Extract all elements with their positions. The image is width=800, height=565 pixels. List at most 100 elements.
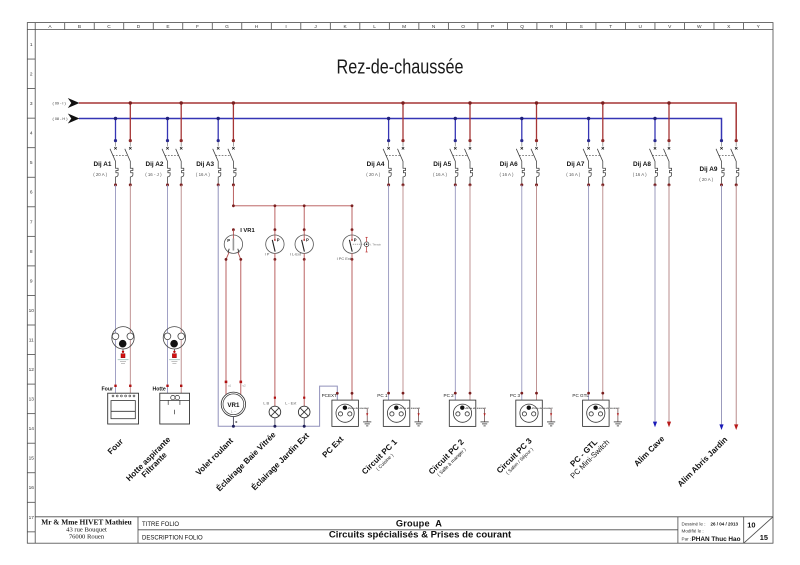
- svg-text:Dij A3: Dij A3: [196, 161, 214, 168]
- svg-text:( 16 A ): ( 16 A ): [500, 172, 514, 177]
- svg-text:Dij A1: Dij A1: [94, 161, 112, 168]
- svg-text:P: P: [306, 238, 309, 243]
- svg-text:( 09 - I ): ( 09 - I ): [53, 102, 67, 106]
- svg-text:10: 10: [747, 521, 755, 530]
- svg-text:1: 1: [30, 42, 33, 48]
- svg-text:I PC Ext: I PC Ext: [337, 256, 352, 261]
- svg-text:P: P: [354, 238, 357, 243]
- svg-text:t. Témoin: t. Témoin: [370, 243, 381, 247]
- svg-text:L B: L B: [263, 401, 269, 406]
- svg-text:Prise de courant: Prise de courant: [466, 406, 487, 410]
- svg-text:Dessiné le :: Dessiné le :: [682, 522, 706, 527]
- svg-text:Groupe A: Groupe A: [396, 518, 442, 528]
- svg-text:P: P: [491, 24, 494, 30]
- svg-text:u1: u1: [228, 383, 231, 387]
- svg-text:( 16 A ): ( 16 A ): [196, 172, 210, 177]
- svg-text:( 20 A ): ( 20 A ): [699, 177, 713, 182]
- svg-text:12: 12: [29, 367, 35, 373]
- svg-text:Dij A9: Dij A9: [700, 166, 718, 173]
- svg-text:( 08 - H ): ( 08 - H ): [53, 117, 69, 121]
- svg-text:Prise de courant: Prise de courant: [400, 406, 421, 410]
- svg-text:I L-Ext: I L-Ext: [290, 252, 302, 257]
- svg-text:T: T: [609, 24, 612, 30]
- svg-text:( 20 A ): ( 20 A ): [366, 172, 380, 177]
- svg-text:O: O: [461, 24, 465, 30]
- svg-text:F: F: [196, 24, 199, 30]
- svg-text:D: D: [137, 24, 141, 30]
- svg-text:3: 3: [30, 101, 33, 107]
- svg-text:DESCRIPTION FOLIO: DESCRIPTION FOLIO: [142, 536, 203, 542]
- svg-text:5: 5: [30, 160, 33, 166]
- svg-text:Hotte: Hotte: [153, 386, 166, 392]
- svg-text:L: L: [373, 24, 376, 30]
- svg-text:6: 6: [30, 190, 33, 196]
- svg-text:PC 1: PC 1: [377, 393, 388, 398]
- svg-text:M: M: [402, 24, 406, 30]
- svg-text:Dij A2: Dij A2: [146, 161, 164, 168]
- svg-text:I P: I P: [265, 252, 270, 257]
- svg-text:26 / 04 / 2013: 26 / 04 / 2013: [710, 522, 738, 527]
- svg-text:H: H: [255, 24, 259, 30]
- svg-text:PCEXT: PCEXT: [322, 393, 338, 398]
- svg-text:4: 4: [30, 131, 33, 137]
- svg-text:43 rue Bouquet: 43 rue Bouquet: [66, 527, 107, 534]
- svg-text:PC 2: PC 2: [444, 393, 455, 398]
- svg-text:J: J: [314, 24, 317, 30]
- svg-text:Modifié le :: Modifié le :: [682, 529, 704, 534]
- svg-text:15: 15: [760, 533, 768, 542]
- svg-text:Par :: Par :: [682, 537, 692, 542]
- svg-text:Rez-de-chaussée: Rez-de-chaussée: [337, 57, 464, 79]
- svg-text:Dij A4: Dij A4: [367, 161, 385, 168]
- svg-text:PC GTL: PC GTL: [572, 393, 589, 398]
- svg-text:( 16 A ): ( 16 A ): [633, 172, 647, 177]
- svg-text:E: E: [166, 24, 169, 30]
- svg-text:76000 Rouen: 76000 Rouen: [69, 534, 105, 541]
- svg-text:P: P: [277, 238, 280, 243]
- svg-text:VR1: VR1: [227, 402, 240, 409]
- svg-text:P: P: [227, 238, 230, 243]
- svg-text:R: R: [550, 24, 554, 30]
- svg-text:V: V: [668, 24, 672, 30]
- svg-text:2: 2: [30, 72, 33, 78]
- svg-text:Prise de courant: Prise de courant: [348, 406, 369, 410]
- svg-text:Dij A7: Dij A7: [567, 161, 585, 168]
- svg-text:X: X: [727, 24, 731, 30]
- svg-text:Dij A5: Dij A5: [433, 161, 451, 168]
- svg-text:I VR1: I VR1: [240, 228, 255, 234]
- svg-text:( 16 - J ): ( 16 - J ): [145, 172, 162, 177]
- svg-text:W: W: [697, 24, 702, 30]
- svg-text:9: 9: [30, 278, 33, 284]
- svg-text:PHAN Thuc Hao: PHAN Thuc Hao: [692, 536, 741, 543]
- svg-text:L - Ext: L - Ext: [285, 401, 297, 406]
- svg-text:15: 15: [29, 456, 35, 462]
- svg-text:10: 10: [29, 308, 35, 314]
- svg-text:A: A: [48, 24, 52, 30]
- svg-text:8: 8: [30, 249, 33, 255]
- svg-text:7: 7: [30, 219, 33, 225]
- svg-text:N: N: [432, 24, 436, 30]
- svg-text:1 ~: 1 ~: [231, 409, 237, 414]
- svg-text:Dij A6: Dij A6: [500, 161, 518, 168]
- svg-text:( 16 A ): ( 16 A ): [433, 172, 447, 177]
- svg-text:C: C: [107, 24, 111, 30]
- svg-text:14: 14: [29, 426, 35, 432]
- svg-text:17: 17: [29, 515, 35, 521]
- svg-text:Q: Q: [520, 24, 524, 30]
- svg-text:B: B: [78, 24, 81, 30]
- svg-text:Y: Y: [757, 24, 761, 30]
- svg-text:16: 16: [29, 485, 35, 491]
- svg-text:S: S: [580, 24, 583, 30]
- svg-text:Prise de courant: Prise de courant: [599, 406, 620, 410]
- svg-text:Prise de courant: Prise de courant: [532, 406, 553, 410]
- svg-text:( 20 A ): ( 20 A ): [93, 172, 107, 177]
- svg-text:13: 13: [29, 397, 35, 403]
- svg-text:TITRE FOLIO: TITRE FOLIO: [142, 522, 179, 528]
- svg-text:( 16 A ): ( 16 A ): [566, 172, 580, 177]
- svg-text:u2: u2: [243, 383, 246, 387]
- svg-text:11: 11: [29, 337, 34, 343]
- svg-text:I: I: [285, 24, 286, 30]
- svg-text:Circuits spécialisés & Prises: Circuits spécialisés & Prises de courant: [329, 529, 512, 540]
- svg-text:Mr & Mme HIVET Mathieu: Mr & Mme HIVET Mathieu: [41, 517, 131, 526]
- svg-text:G: G: [225, 24, 229, 30]
- svg-text:Four: Four: [102, 386, 114, 392]
